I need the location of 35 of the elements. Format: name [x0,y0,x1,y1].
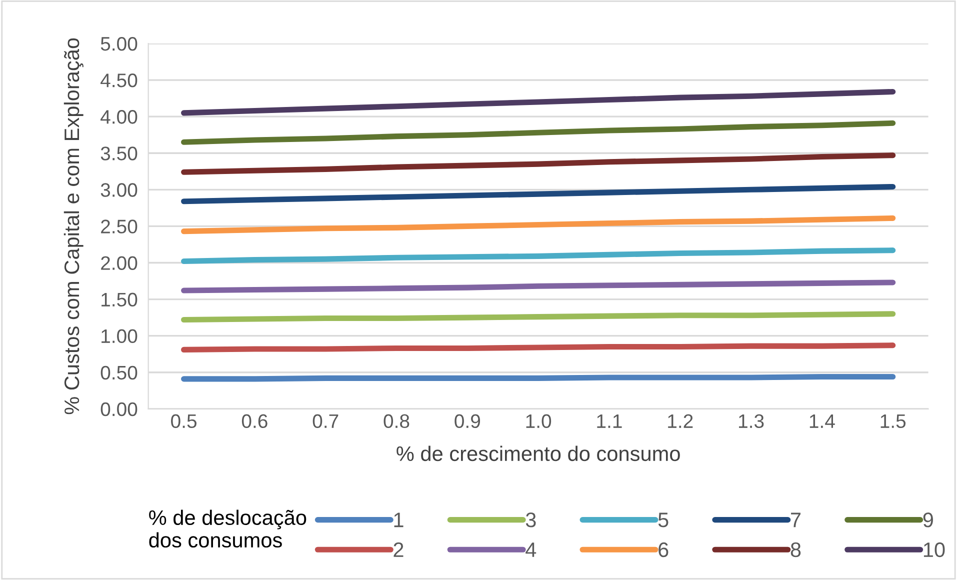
legend-label: 7 [791,512,800,528]
y-tick-label: 1.50 [102,292,138,307]
legend-label: 5 [658,512,668,528]
y-tick-label: 0.50 [100,366,138,380]
x-tick-label: 1.3 [738,414,764,428]
x-tick-label: 1.2 [668,414,693,428]
legend-label: 3 [526,512,536,528]
x-tick-label: 0.7 [312,414,338,428]
x-tick-label: 1.1 [597,414,622,428]
x-tick-label: 0.6 [242,414,268,428]
legend-label: 1 [394,512,404,528]
legend-label: 2 [394,542,404,557]
x-tick-label: 1.4 [810,414,835,428]
x-tick-label: 0.5 [171,414,196,428]
y-tick-label: 3.50 [100,146,138,160]
y-tick-label: 2.00 [101,256,138,270]
y-tick-label: 5.00 [100,36,138,51]
y-tick-label: 0.00 [100,402,138,416]
x-axis-title: % de crescimento do consumo [396,446,680,462]
y-tick-label: 2.50 [101,220,138,234]
legend-title: % de deslocação dos consumos [149,510,306,548]
x-tick-label: 0.9 [454,414,480,428]
y-tick-label: 3.00 [100,183,138,197]
y-axis-title: % Custos com Capital e com Exploração [64,38,84,414]
legend-label: 4 [526,542,536,557]
legend-label: 8 [790,542,801,558]
x-tick-label: 0.8 [384,414,410,428]
y-tick-label: 4.00 [100,110,138,124]
x-tick-label: 1.0 [526,414,552,428]
y-tick-label: 4.50 [100,74,138,88]
legend-label: 9 [923,512,933,528]
y-tick-label: 1.00 [102,329,138,344]
legend-label: 10 [924,542,945,558]
x-tick-label: 1.5 [880,414,906,428]
legend-label: 6 [658,542,668,558]
